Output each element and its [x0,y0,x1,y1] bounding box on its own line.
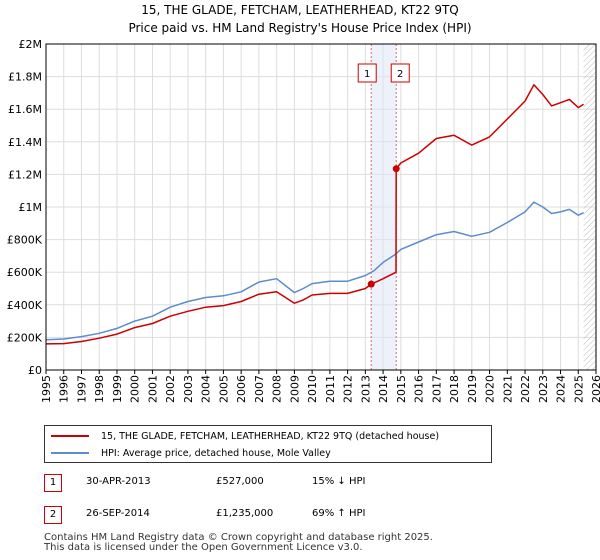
footer-copyright: Contains HM Land Registry data © Crown c… [44,532,433,543]
legend-item-hpi: HPI: Average price, detached house, Mole… [51,445,331,461]
y-tick-label: £1M [19,201,43,214]
transaction-marker-box [357,63,377,83]
transaction-date: 30-APR-2013 [86,476,151,487]
legend-swatch-property [51,435,89,437]
x-tick-label: 1995 [40,375,53,403]
x-tick-label: 2018 [448,375,461,403]
x-tick-label: 2015 [395,375,408,403]
y-tick-label: £1.8M [8,71,42,84]
transaction-marker-label: 2 [397,69,403,80]
footer: Contains HM Land Registry data © Crown c… [44,533,433,553]
x-tick-label: 2020 [484,375,497,403]
transaction-badge: 1 [44,474,62,492]
legend: 15, THE GLADE, FETCHAM, LEATHERHEAD, KT2… [44,425,492,463]
x-tick-label: 1997 [75,375,88,403]
property-price-line [45,84,584,345]
x-tick-label: 2017 [430,375,443,403]
x-tick-label: 2016 [413,375,426,403]
transaction-point [367,280,375,288]
x-tick-label: 1999 [111,375,124,403]
transaction-marker-label: 1 [364,69,370,80]
x-tick-label: 2013 [359,375,372,403]
x-tick-label: 2006 [235,375,248,403]
y-tick-label: £2M [19,38,43,51]
x-tick-label: 2014 [377,375,390,403]
y-tick-label: £1.2M [8,168,42,181]
x-tick-label: 2011 [324,375,337,403]
x-tick-label: 2025 [572,375,585,403]
x-tick-label: 2021 [501,375,514,403]
x-tick-label: 2024 [555,375,568,403]
x-tick-label: 2023 [537,375,550,403]
x-tick-label: 2008 [271,375,284,403]
highlight-range [371,44,397,370]
x-tick-label: 2022 [519,375,532,403]
chart-subtitle: Price paid vs. HM Land Registry's House … [128,21,472,35]
x-tick-label: 2009 [288,375,301,403]
transaction-point [392,165,400,173]
plot-frame [45,43,597,371]
x-tick-label: 2005 [217,375,230,403]
transaction-date: 26-SEP-2014 [86,508,150,519]
transaction-hpi-change: 69% ↑ HPI [312,508,366,519]
x-tick-label: 2019 [466,375,479,403]
x-tick-label: 2007 [253,375,266,403]
x-tick-label: 1998 [93,375,106,403]
x-tick-label: 2004 [200,375,213,403]
y-tick-label: £0 [28,364,42,377]
y-tick-label: £1.6M [8,103,42,116]
price-chart: £0 £200K £400K £600K £800K £1M £1.2M £1.4M £1.6M… [7,38,600,403]
legend-label-property: 15, THE GLADE, FETCHAM, LEATHERHEAD, KT2… [101,430,440,442]
forecast-hatch [583,44,596,370]
x-tick-label: 2003 [182,375,195,403]
transaction-marker-box [390,63,410,83]
legend-swatch-hpi [51,452,89,454]
y-tick-label: £600K [7,266,43,279]
y-tick-label: £800K [7,234,43,247]
y-tick-label: £400K [7,299,43,312]
transaction-price: £527,000 [216,476,264,487]
x-tick-label: 2000 [129,375,142,403]
y-tick-label: £1.4M [8,136,42,149]
x-tick-label: 2001 [146,375,159,403]
transaction-hpi-change: 15% ↓ HPI [312,476,366,487]
x-tick-label: 1996 [58,375,71,403]
legend-label-hpi: HPI: Average price, detached house, Mole… [101,447,331,459]
transaction-badge: 2 [44,506,62,524]
x-tick-label: 2002 [164,375,177,403]
chart-title: 15, THE GLADE, FETCHAM, LEATHERHEAD, KT2… [141,3,459,17]
y-tick-label: £200K [7,331,43,344]
legend-item-property: 15, THE GLADE, FETCHAM, LEATHERHEAD, KT2… [51,428,439,444]
hpi-line [45,201,584,341]
x-tick-label: 2010 [306,375,319,403]
x-tick-label: 2012 [342,375,355,403]
transaction-price: £1,235,000 [216,508,274,519]
x-tick-label: 2026 [590,375,600,403]
footer-licence: This data is licensed under the Open Gov… [44,542,363,553]
